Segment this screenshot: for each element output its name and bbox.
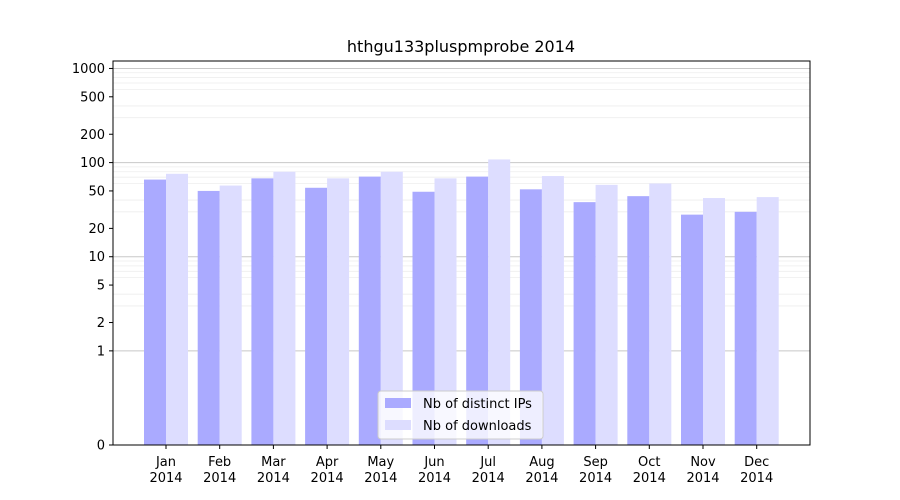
x-tick-label-month: Jun bbox=[423, 455, 444, 470]
plot-frame bbox=[112, 60, 811, 446]
legend-box bbox=[377, 390, 544, 440]
y-axis: 0 1 2 5 10 20 50 100 200 500 1000 bbox=[72, 62, 113, 454]
bar-downloads bbox=[541, 176, 564, 445]
x-tick-label-year: 2014 bbox=[579, 471, 612, 486]
bar-downloads bbox=[756, 197, 779, 445]
x-tick-label-month: Jan bbox=[155, 455, 176, 470]
bar-downloads bbox=[595, 184, 618, 445]
bar-downloads bbox=[327, 178, 350, 445]
bar-downloads bbox=[649, 183, 672, 445]
x-tick-label-year: 2014 bbox=[149, 471, 182, 486]
y-tick-label: 50 bbox=[88, 184, 105, 199]
x-tick-label-year: 2014 bbox=[257, 471, 290, 486]
legend: Nb of distinct IPs Nb of downloads bbox=[377, 390, 544, 440]
bar-downloads bbox=[380, 171, 403, 445]
bar-downloads bbox=[219, 185, 242, 446]
y-tick-label: 200 bbox=[80, 128, 105, 143]
x-tick-label-month: May bbox=[367, 455, 394, 470]
legend-label-downloads: Nb of downloads bbox=[423, 419, 532, 434]
bars bbox=[144, 159, 779, 446]
y-tick-label: 5 bbox=[97, 279, 105, 294]
bar-distinct-ips bbox=[251, 178, 274, 445]
y-tick-label: 1000 bbox=[72, 62, 105, 77]
x-tick-label-year: 2014 bbox=[472, 471, 505, 486]
x-tick-label-month: Apr bbox=[316, 455, 339, 470]
bar-downloads bbox=[273, 171, 296, 445]
bar-distinct-ips bbox=[412, 191, 435, 445]
y-tick-label: 10 bbox=[88, 250, 105, 265]
x-tick-label-month: Nov bbox=[690, 455, 716, 470]
bar-distinct-ips bbox=[519, 189, 542, 445]
bar-downloads bbox=[434, 178, 457, 445]
y-tick-label: 100 bbox=[80, 156, 105, 171]
x-axis: Jan2014Feb2014Mar2014Apr2014May2014Jun20… bbox=[149, 445, 773, 486]
y-tick-label: 2 bbox=[97, 316, 105, 331]
bar-distinct-ips bbox=[197, 190, 220, 445]
x-tick-label-month: Sep bbox=[583, 455, 608, 470]
bar-downloads bbox=[166, 173, 188, 445]
x-tick-label-year: 2014 bbox=[311, 471, 344, 486]
y-tick-label: 0 bbox=[97, 439, 105, 454]
x-tick-label-year: 2014 bbox=[633, 471, 666, 486]
bar-distinct-ips bbox=[358, 176, 381, 445]
x-tick-label-month: Dec bbox=[744, 455, 769, 470]
x-tick-label-month: Oct bbox=[638, 455, 660, 470]
bar-downloads bbox=[703, 198, 725, 445]
y-tick-label: 20 bbox=[88, 222, 105, 237]
bar-distinct-ips bbox=[734, 211, 757, 445]
bar-distinct-ips bbox=[573, 202, 596, 445]
bar-distinct-ips bbox=[466, 176, 489, 445]
x-tick-label-month: Feb bbox=[208, 455, 231, 470]
x-tick-label-year: 2014 bbox=[740, 471, 773, 486]
bar-downloads bbox=[488, 159, 511, 446]
legend-swatch-distinct-ips bbox=[385, 398, 411, 408]
x-tick-label-year: 2014 bbox=[203, 471, 236, 486]
legend-label-distinct-ips: Nb of distinct IPs bbox=[423, 397, 532, 412]
x-tick-label-year: 2014 bbox=[686, 471, 719, 486]
bar-distinct-ips bbox=[627, 196, 650, 445]
x-tick-label-month: Jul bbox=[479, 455, 496, 470]
chart-title: hthgu133pluspmprobe 2014 bbox=[347, 37, 575, 56]
legend-swatch-downloads bbox=[385, 420, 411, 430]
x-tick-label-year: 2014 bbox=[525, 471, 558, 486]
y-tick-label: 500 bbox=[80, 90, 105, 105]
x-tick-label-year: 2014 bbox=[364, 471, 397, 486]
bar-distinct-ips bbox=[144, 179, 166, 446]
bar-distinct-ips bbox=[681, 214, 703, 445]
x-tick-label-month: Mar bbox=[261, 455, 286, 470]
x-tick-label-month: Aug bbox=[529, 455, 554, 470]
y-tick-label: 1 bbox=[97, 344, 105, 359]
bar-distinct-ips bbox=[305, 187, 328, 445]
x-tick-label-year: 2014 bbox=[418, 471, 451, 486]
